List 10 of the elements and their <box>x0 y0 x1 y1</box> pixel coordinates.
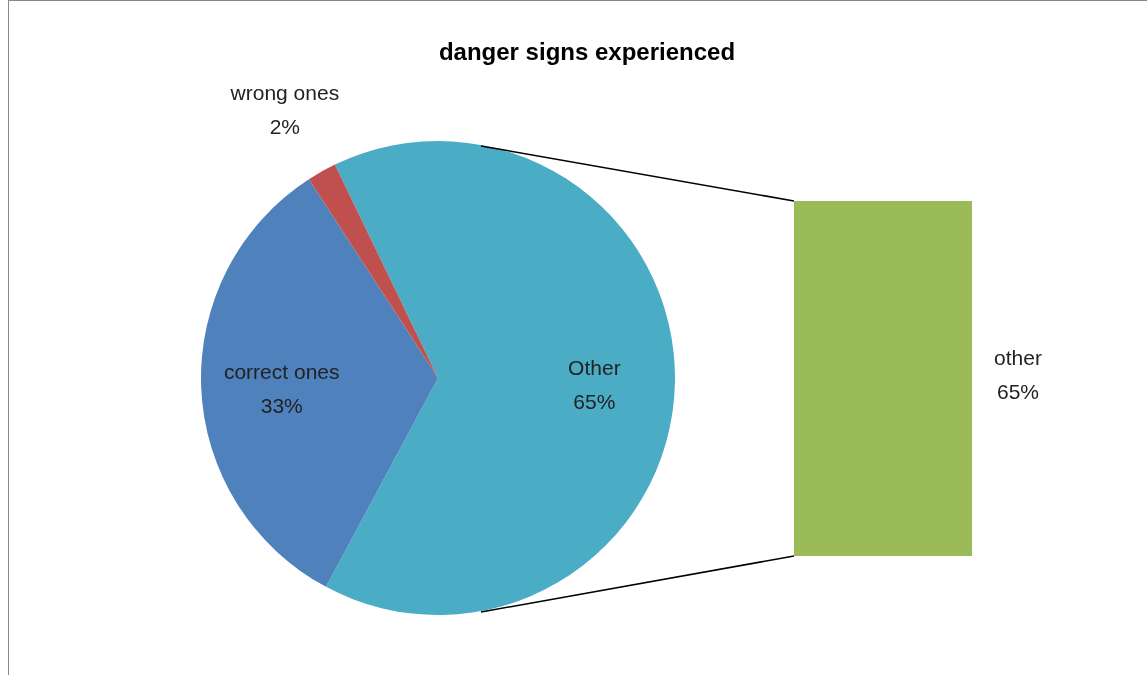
data-label: 65% <box>996 379 1040 403</box>
pie-slice <box>201 179 438 587</box>
data-label: 2% <box>269 115 301 139</box>
slice-label: correct ones <box>223 359 340 383</box>
data-label: 65% <box>573 390 616 414</box>
category-label: other <box>994 345 1042 369</box>
data-label: 33% <box>260 393 303 417</box>
slice-label: wrong ones <box>229 81 340 105</box>
slice-label: Other <box>568 356 621 380</box>
chart-title: danger signs experienced <box>438 38 736 65</box>
